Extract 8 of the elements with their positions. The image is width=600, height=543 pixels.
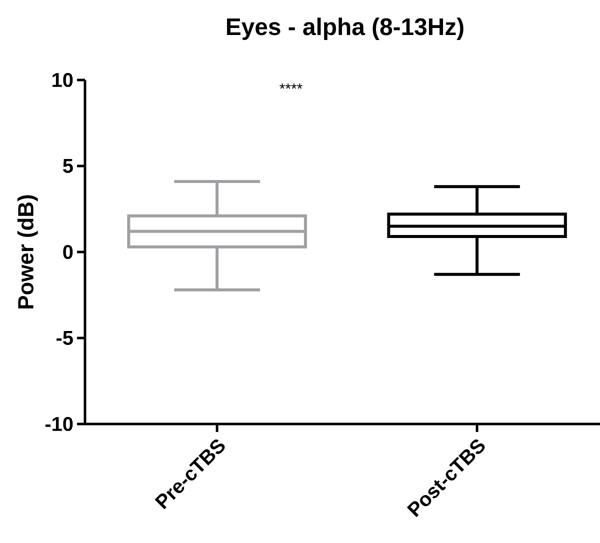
y-tick-label: -5 xyxy=(56,331,73,345)
y-tick-label: 10 xyxy=(52,72,73,88)
chart-title: Eyes - alpha (8-13Hz) xyxy=(227,18,464,40)
y-tick-label: 0 xyxy=(63,244,73,260)
y-axis-title: Power (dB) xyxy=(17,195,38,308)
annotation: **** xyxy=(280,84,302,89)
y-tick-label: 5 xyxy=(63,159,73,173)
y-tick-label: -10 xyxy=(45,416,73,432)
